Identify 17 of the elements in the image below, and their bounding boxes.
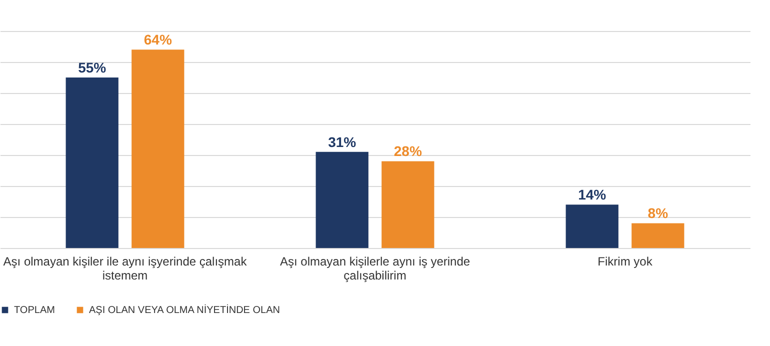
- data-label: 64%: [144, 32, 172, 48]
- bar: [132, 50, 184, 248]
- bar: [632, 223, 684, 248]
- legend-label: TOPLAM: [14, 305, 55, 316]
- bar: [66, 78, 118, 248]
- data-label: 28%: [394, 143, 422, 160]
- x-tick-label: Aşı olmayan kişiler ile aynı işyerinde çalışmak istemem: [3, 254, 248, 282]
- x-tick-label: Aşı olmayan kişilerle aynı iş yerinde çalışabilirim: [280, 254, 470, 282]
- data-label: 55%: [78, 60, 107, 76]
- x-tick-label: Fikrim yok: [598, 254, 654, 268]
- data-label: 14%: [578, 186, 607, 203]
- data-label: 31%: [328, 134, 357, 150]
- bar: [316, 152, 368, 248]
- bar: [382, 161, 434, 248]
- legend-label: AŞI OLAN VEYA OLMA NİYETİNDE OLAN: [89, 304, 280, 316]
- bar: [566, 204, 618, 248]
- data-label: 8%: [648, 205, 669, 222]
